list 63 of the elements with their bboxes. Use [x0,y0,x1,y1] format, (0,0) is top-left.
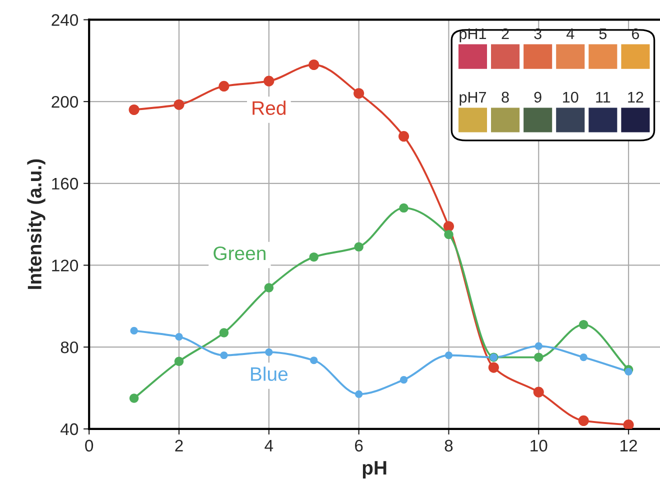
y-tick-label: 240 [52,14,78,26]
y-tick-label: 80 [60,341,78,354]
point [130,326,138,335]
x-tick-label: 2 [175,440,183,452]
point [309,252,318,262]
point [623,420,634,429]
point [443,221,454,232]
point [354,242,364,252]
annotation: 6 [632,28,640,40]
y-tick-label: 160 [52,178,78,190]
annotation: 12 [628,92,644,102]
point [128,104,140,116]
x-tick-label: 12 [620,440,637,452]
x-tick-label: 0 [85,440,94,452]
annotation: 9 [534,92,542,103]
x-tick-label: 4 [264,440,274,452]
series-label: Green [214,246,266,260]
point [264,283,274,292]
series-label: Blue [251,366,288,381]
point [220,351,228,360]
point [533,386,544,398]
point [488,362,499,373]
point [624,368,632,376]
point [578,415,589,426]
point [444,230,454,240]
point [265,348,273,356]
y-tick-label: 40 [60,423,78,436]
point [354,88,364,99]
point [398,131,410,142]
x-tick-label: 8 [444,440,453,452]
annotation: 11 [596,92,610,102]
annotation: 4 [566,28,574,40]
point [534,352,544,362]
point [218,80,230,92]
point [175,333,183,341]
point [219,328,229,338]
point [174,99,184,110]
point [534,342,542,350]
point [399,203,408,213]
y-tick-label: 200 [52,96,78,108]
x-axis-title: pH [362,461,386,479]
annotation: 2 [502,28,509,40]
point [308,59,320,70]
point [578,320,588,330]
point [129,394,139,403]
y-axis-title: Intensity (a.u.) [27,159,46,289]
annotation: pH1 [460,28,486,42]
annotation: 3 [534,28,542,40]
y-tick-label: 120 [52,260,78,272]
point [580,354,588,362]
annotation: 5 [599,28,607,40]
x-tick-label: 6 [355,440,363,452]
point [444,351,453,360]
point [174,356,184,366]
point [310,356,318,364]
annotation: pH7 [460,92,486,106]
annotation: 10 [563,92,578,103]
annotation: 8 [502,92,509,103]
point [264,76,274,86]
point [400,376,408,384]
series-label: Red [252,100,286,115]
x-tick-label: 10 [530,440,548,452]
point [355,390,363,398]
